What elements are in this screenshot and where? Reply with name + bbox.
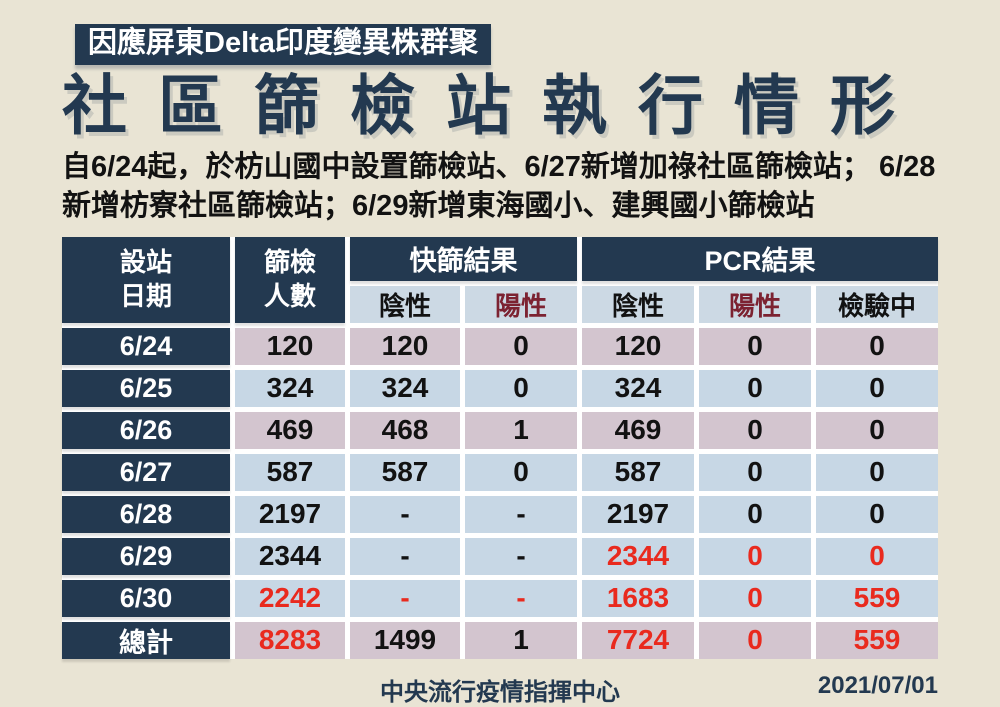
cell-6/26-pcr-negative: 469 [582, 411, 694, 449]
cell-6/25-pcr-negative: 324 [582, 369, 694, 407]
row-label-6/24: 6/24 [62, 327, 230, 365]
cell-6/26-rapid-positive: 1 [465, 411, 577, 449]
cell-6/26-rapid-negative: 468 [350, 411, 460, 449]
cell-總計-pcr-positive: 0 [699, 621, 811, 659]
cell-6/25-screened-count: 324 [235, 369, 345, 407]
cell-總計-screened-count: 8283 [235, 621, 345, 659]
page-title: 社區篩檢站執行情形 [62, 69, 927, 142]
cell-6/27-pcr-pending: 0 [816, 453, 938, 491]
cell-6/29-screened-count: 2344 [235, 537, 345, 575]
cell-6/30-rapid-negative: - [350, 579, 460, 617]
footer: 中央流行疫情指揮中心 2021/07/01 [0, 670, 1000, 706]
header-screened-count: 篩檢 人數 [235, 236, 345, 323]
subheader-rapid-positive: 陽性 [465, 285, 577, 323]
subheader-rapid-negative: 陰性 [350, 285, 460, 323]
cell-總計-rapid-negative: 1499 [350, 621, 460, 659]
footer-organization: 中央流行疫情指揮中心 [380, 678, 620, 706]
subtitle-line-1: 自6/24起，於枋山國中設置篩檢站、6/27新增加祿社區篩檢站； 6/28 [62, 150, 936, 183]
row-label-6/29: 6/29 [62, 537, 230, 575]
cell-6/24-pcr-positive: 0 [699, 327, 811, 365]
row-label-6/26: 6/26 [62, 411, 230, 449]
row-label-6/28: 6/28 [62, 495, 230, 533]
cell-6/27-pcr-positive: 0 [699, 453, 811, 491]
screening-results-table: 設站 日期 篩檢 人數 快篩結果 PCR結果 陰性 陽性 陰性 陽性 檢驗中 6/24 12… [62, 236, 938, 659]
cell-6/24-pcr-pending: 0 [816, 327, 938, 365]
cell-總計-pcr-pending: 559 [816, 621, 938, 659]
subtitle: 自6/24起，於枋山國中設置篩檢站、6/27新增加祿社區篩檢站； 6/28 新增… [62, 148, 957, 226]
cell-6/29-pcr-negative: 2344 [582, 537, 694, 575]
cell-6/28-pcr-pending: 0 [816, 495, 938, 533]
cell-6/25-pcr-positive: 0 [699, 369, 811, 407]
row-label-6/25: 6/25 [62, 369, 230, 407]
cell-6/30-pcr-pending: 559 [816, 579, 938, 617]
header-station-date: 設站 日期 [62, 236, 230, 323]
cell-6/28-rapid-negative: - [350, 495, 460, 533]
cell-6/25-rapid-positive: 0 [465, 369, 577, 407]
cell-6/29-pcr-positive: 0 [699, 537, 811, 575]
cell-6/26-screened-count: 469 [235, 411, 345, 449]
cell-6/24-rapid-negative: 120 [350, 327, 460, 365]
cell-6/30-pcr-negative: 1683 [582, 579, 694, 617]
footer-date: 2021/07/01 [817, 671, 938, 699]
badge-row: 因應屏東Delta印度變異株群聚 [0, 0, 1000, 65]
cell-6/29-rapid-positive: - [465, 537, 577, 575]
row-label-6/30: 6/30 [62, 579, 230, 617]
cell-6/28-pcr-positive: 0 [699, 495, 811, 533]
cell-6/24-screened-count: 120 [235, 327, 345, 365]
cell-6/27-rapid-positive: 0 [465, 453, 577, 491]
cell-6/24-pcr-negative: 120 [582, 327, 694, 365]
subheader-pcr-positive: 陽性 [699, 285, 811, 323]
cell-總計-rapid-positive: 1 [465, 621, 577, 659]
cell-6/27-rapid-negative: 587 [350, 453, 460, 491]
cell-6/25-pcr-pending: 0 [816, 369, 938, 407]
subtitle-line-2: 新增枋寮社區篩檢站；6/29新增東海國小、建興國小篩檢站 [62, 189, 815, 222]
cell-6/28-pcr-negative: 2197 [582, 495, 694, 533]
cell-6/26-pcr-positive: 0 [699, 411, 811, 449]
cell-6/28-rapid-positive: - [465, 495, 577, 533]
cell-6/27-screened-count: 587 [235, 453, 345, 491]
cell-6/29-rapid-negative: - [350, 537, 460, 575]
row-label-總計: 總計 [62, 621, 230, 659]
header-rapid-test-group: 快篩結果 [350, 236, 577, 281]
cell-6/26-pcr-pending: 0 [816, 411, 938, 449]
cell-6/30-screened-count: 2242 [235, 579, 345, 617]
cell-總計-pcr-negative: 7724 [582, 621, 694, 659]
cell-6/24-rapid-positive: 0 [465, 327, 577, 365]
header-pcr-group: PCR結果 [582, 236, 938, 281]
cell-6/30-pcr-positive: 0 [699, 579, 811, 617]
cell-6/29-pcr-pending: 0 [816, 537, 938, 575]
subheader-pcr-pending: 檢驗中 [816, 285, 938, 323]
top-badge: 因應屏東Delta印度變異株群聚 [75, 24, 491, 65]
cell-6/25-rapid-negative: 324 [350, 369, 460, 407]
cell-6/28-screened-count: 2197 [235, 495, 345, 533]
cell-6/27-pcr-negative: 587 [582, 453, 694, 491]
cell-6/30-rapid-positive: - [465, 579, 577, 617]
subheader-pcr-negative: 陰性 [582, 285, 694, 323]
row-label-6/27: 6/27 [62, 453, 230, 491]
